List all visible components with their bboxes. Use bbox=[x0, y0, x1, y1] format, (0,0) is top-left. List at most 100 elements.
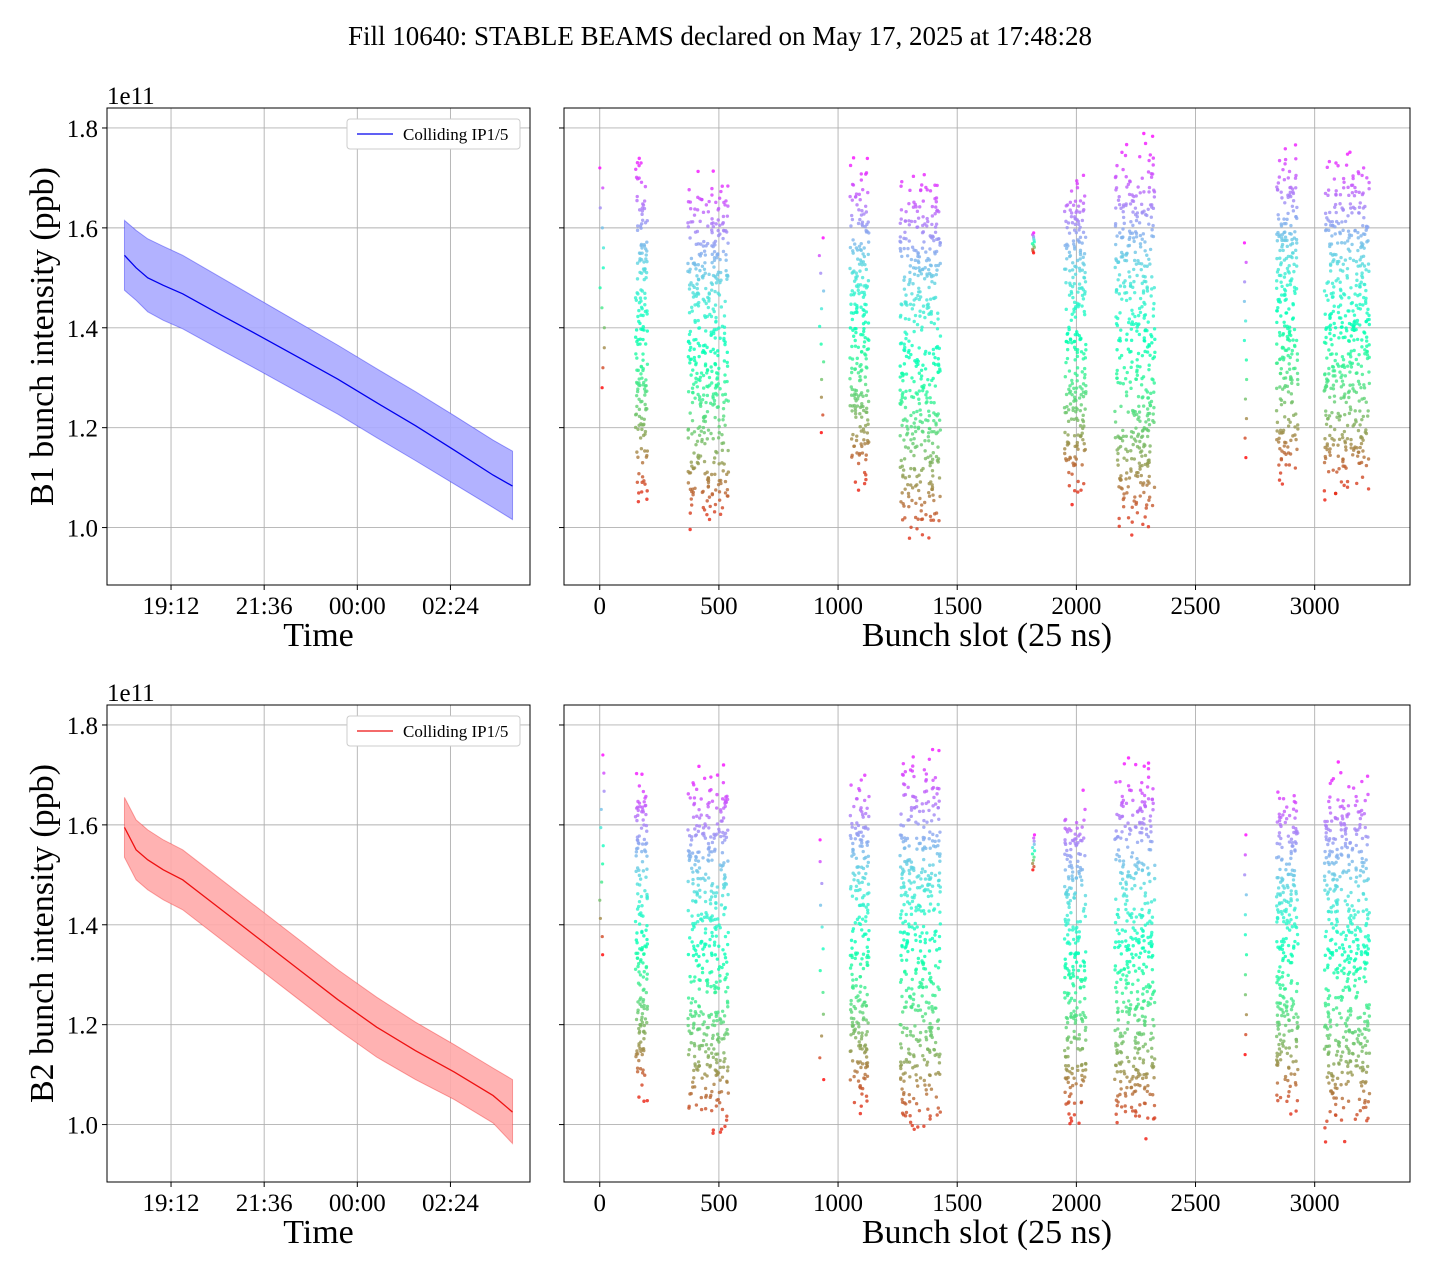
bunch-point bbox=[714, 980, 719, 984]
bunch-point bbox=[1358, 258, 1362, 262]
bunch-point bbox=[1296, 1015, 1300, 1019]
bunch-point bbox=[1365, 353, 1370, 357]
bunch-point bbox=[645, 1007, 649, 1011]
bunch-point bbox=[1148, 262, 1152, 266]
bunch-point bbox=[688, 348, 692, 352]
bunch-point bbox=[857, 1044, 861, 1048]
bunch-point bbox=[1281, 1010, 1285, 1015]
figure-title: Fill 10640: STABLE BEAMS declared on May… bbox=[348, 21, 1092, 51]
bunch-point bbox=[861, 1011, 865, 1015]
bunch-point bbox=[901, 931, 905, 935]
bunch-point bbox=[900, 944, 904, 949]
bunch-point bbox=[904, 237, 908, 241]
bunch-point bbox=[853, 956, 857, 961]
bunch-point bbox=[1131, 982, 1135, 986]
bunch-point bbox=[864, 286, 869, 290]
bunch-point bbox=[705, 499, 709, 503]
bunch-point bbox=[860, 957, 864, 961]
bunch-point bbox=[865, 431, 870, 435]
bunch-point bbox=[850, 825, 854, 829]
bunch-point bbox=[645, 329, 650, 333]
bunch-point bbox=[1075, 379, 1079, 383]
bunch-point bbox=[1356, 230, 1360, 235]
bunch-point bbox=[904, 209, 908, 214]
bunch-point bbox=[704, 400, 708, 405]
bunch-point bbox=[1125, 962, 1129, 967]
bunch-point bbox=[686, 792, 691, 796]
bunch-point bbox=[1150, 955, 1154, 959]
bunch-point bbox=[901, 782, 906, 786]
bunch-point bbox=[1124, 253, 1128, 257]
bunch-point bbox=[927, 536, 931, 540]
bunch-point bbox=[708, 789, 712, 793]
bunch-point bbox=[1278, 248, 1282, 253]
bunch-point bbox=[1279, 824, 1283, 829]
bunch-point bbox=[645, 259, 649, 264]
bunch-point bbox=[908, 1114, 912, 1118]
bunch-point bbox=[938, 494, 942, 499]
bunch-point bbox=[859, 1104, 863, 1108]
bunch-point bbox=[906, 482, 910, 487]
bunch-point bbox=[643, 944, 647, 948]
bunch-point bbox=[1151, 787, 1155, 791]
bunch-point bbox=[697, 866, 702, 870]
bunch-point bbox=[1134, 915, 1139, 919]
bunch-point bbox=[1070, 268, 1075, 272]
bunch-point bbox=[1323, 388, 1327, 392]
bunch-point bbox=[1114, 1112, 1118, 1116]
bunch-point bbox=[1117, 194, 1121, 199]
bunch-point bbox=[640, 1011, 645, 1016]
bunch-point bbox=[710, 850, 714, 854]
bunch-point bbox=[1141, 404, 1146, 408]
bunch-point bbox=[854, 271, 858, 275]
bunch-point bbox=[1145, 213, 1149, 218]
bunch-point bbox=[1343, 241, 1347, 245]
bunch-point bbox=[909, 912, 914, 917]
bunch-point bbox=[1130, 320, 1135, 324]
bunch-point bbox=[1131, 312, 1135, 316]
bunch-point bbox=[709, 281, 714, 285]
bunch-point bbox=[722, 1059, 726, 1064]
bunch-point bbox=[695, 229, 700, 234]
bunch-point bbox=[930, 1004, 934, 1009]
bunch-point bbox=[697, 354, 701, 359]
bunch-point bbox=[644, 990, 649, 995]
bunch-point bbox=[852, 291, 857, 295]
bunch-point bbox=[1282, 320, 1286, 324]
bunch-point bbox=[1137, 966, 1141, 971]
bunch-point bbox=[641, 433, 646, 438]
bunch-point bbox=[697, 850, 701, 854]
bunch-point bbox=[851, 850, 855, 854]
bunch-point bbox=[703, 1086, 708, 1091]
bunch-point bbox=[1070, 312, 1074, 316]
bunch-point bbox=[1080, 1046, 1085, 1051]
bunch-point bbox=[1136, 185, 1140, 189]
bunch-point bbox=[851, 432, 855, 437]
bunch-point bbox=[1356, 293, 1360, 298]
bunch-point bbox=[1352, 338, 1356, 342]
bunch-point bbox=[599, 807, 603, 812]
bunch-point bbox=[1070, 284, 1075, 289]
bunch-point bbox=[912, 1127, 916, 1131]
bunch-point bbox=[1142, 863, 1146, 867]
bunch-point bbox=[725, 942, 730, 947]
bunch-point bbox=[865, 1074, 870, 1079]
bunch-point bbox=[920, 246, 925, 250]
grid-lines bbox=[107, 108, 530, 585]
bunch-point bbox=[933, 802, 938, 806]
bunch-point bbox=[1285, 926, 1290, 930]
bunch-point bbox=[1144, 1075, 1148, 1080]
bunch-point bbox=[898, 375, 902, 379]
bunch-point bbox=[598, 898, 602, 902]
bunch-point bbox=[1079, 350, 1084, 354]
bunch-point bbox=[902, 902, 906, 907]
bunch-point bbox=[1352, 389, 1357, 393]
bunch-point bbox=[712, 460, 716, 465]
bunch-point bbox=[723, 479, 728, 484]
bunch-point bbox=[1282, 444, 1286, 448]
bunch-point bbox=[849, 224, 853, 228]
bunch-point bbox=[852, 1004, 856, 1009]
bunch-point bbox=[645, 389, 649, 393]
bunch-point bbox=[1364, 268, 1368, 272]
bunch-point bbox=[857, 1025, 861, 1029]
